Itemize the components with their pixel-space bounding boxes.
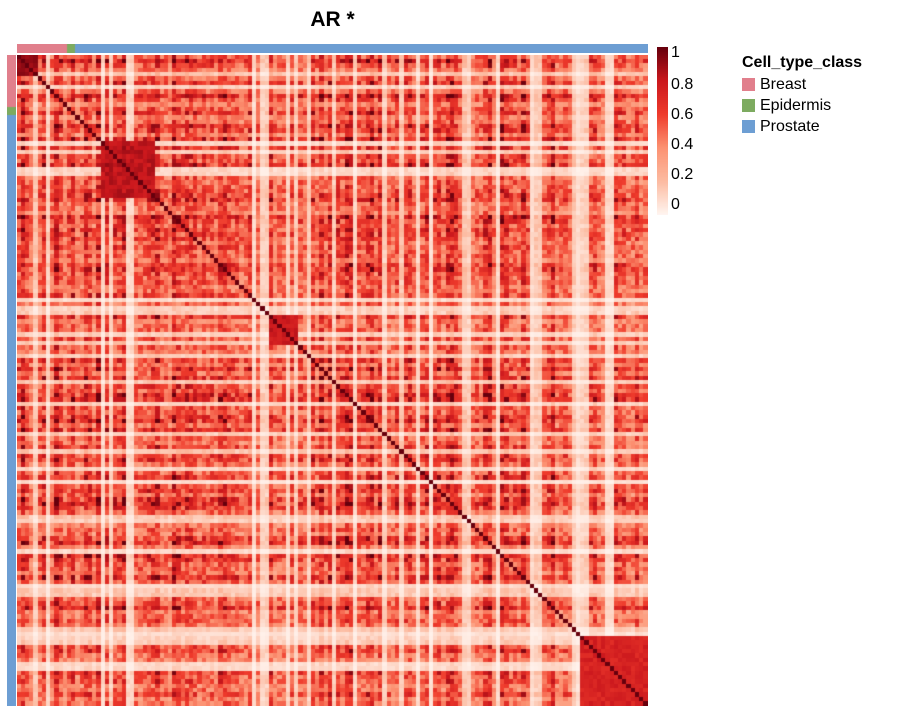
colorbar-tick: 0.2 [671,166,694,183]
column-annotation-bar [17,44,648,53]
legend-swatch [742,99,755,112]
colorbar-tick: 0.8 [671,76,694,93]
chart-title: AR * [310,8,355,31]
legend-swatch [742,78,755,91]
colorbar-tick: 1 [671,44,680,61]
legend-item-prostate: Prostate [742,116,862,137]
legend-title: Cell_type_class [742,54,863,71]
row-annotation-bar [7,55,16,706]
correlation-heatmap [17,55,648,706]
legend-item-epidermis: Epidermis [742,95,862,116]
colorbar [657,47,668,215]
legend-label: Prostate [760,117,820,135]
colorbar-tick: 0.4 [671,136,694,153]
legend-swatch [742,120,755,133]
legend-label: Epidermis [760,96,832,114]
legend-label: Breast [760,75,807,93]
legend: Cell_type_class Breast Epidermis Prostat… [742,54,862,137]
colorbar-tick: 0.6 [671,106,694,123]
colorbar-tick: 0 [671,196,680,213]
legend-item-breast: Breast [742,74,862,95]
